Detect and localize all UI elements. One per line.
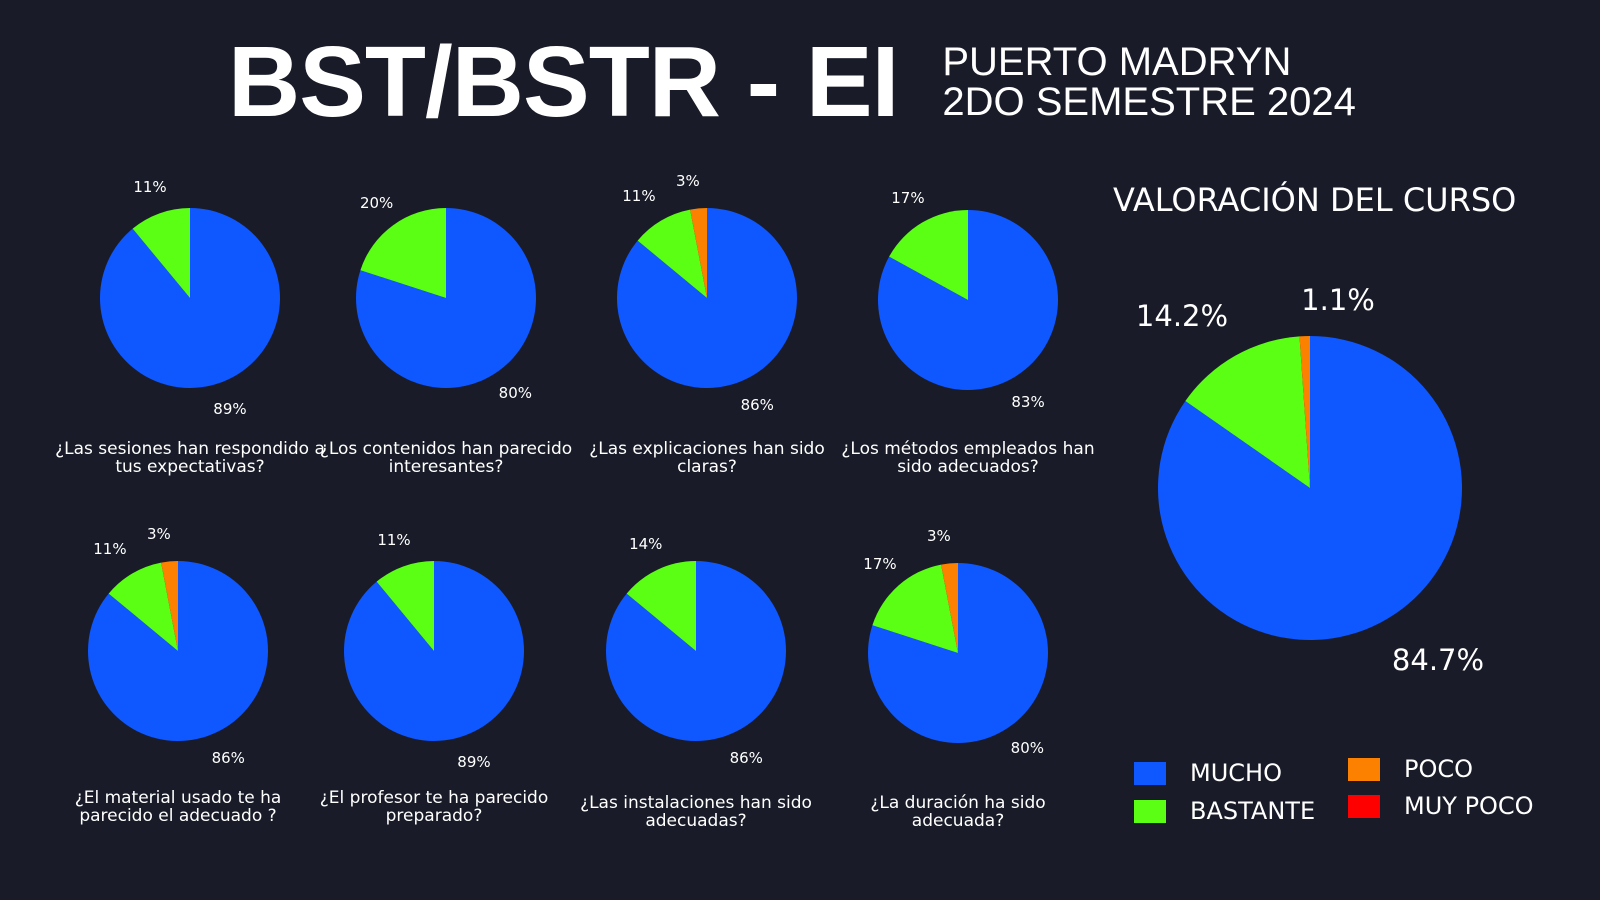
subtitle-location: PUERTO MADRYN bbox=[942, 40, 1292, 84]
question-label-8: ¿La duración ha sido adecuada? bbox=[870, 793, 1046, 831]
pie-chart-5 bbox=[88, 561, 268, 741]
pie-chart-6 bbox=[344, 561, 524, 741]
legend-item-poco: POCO bbox=[1348, 755, 1473, 783]
legend-swatch-mucho bbox=[1134, 761, 1166, 785]
pie-chart-1 bbox=[100, 208, 281, 388]
question-label-5: ¿El material usado te ha parecido el ade… bbox=[74, 788, 282, 826]
data-label-bastante: 11% bbox=[622, 187, 656, 206]
overall-pie-chart bbox=[1158, 336, 1462, 640]
data-label-mucho: 80% bbox=[1010, 739, 1045, 758]
legend-label-muy-poco: MUY POCO bbox=[1404, 792, 1534, 820]
legend-label-poco: POCO bbox=[1404, 755, 1474, 783]
legend-label-mucho: MUCHO bbox=[1190, 759, 1282, 787]
data-label-poco: 3% bbox=[146, 524, 171, 543]
header: BST/BSTR - EI PUERTO MADRYN 2DO SEMESTRE… bbox=[228, 22, 1356, 142]
pie-slice-bastante bbox=[360, 208, 446, 298]
pie-slice-bastante bbox=[132, 208, 190, 298]
pie-slice-poco bbox=[941, 563, 958, 653]
data-label-bastante: 17% bbox=[891, 189, 925, 208]
data-label-mucho: 80% bbox=[498, 384, 533, 403]
question-label-3: ¿Las explicaciones han sido claras? bbox=[589, 439, 825, 477]
data-label-bastante: 11% bbox=[133, 177, 167, 196]
data-label-bastante: 14% bbox=[629, 535, 663, 554]
pie-slice-bastante bbox=[889, 210, 968, 300]
pie-slice-bastante bbox=[108, 562, 178, 651]
data-label-bastante: 14.2% bbox=[1135, 299, 1229, 333]
subtitle-period: 2DO SEMESTRE 2024 bbox=[942, 80, 1356, 124]
data-label-bastante: 17% bbox=[863, 555, 897, 574]
question-label-4: ¿Los métodos empleados han sido adecuado… bbox=[841, 439, 1095, 477]
pie-slice-bastante bbox=[1185, 336, 1310, 488]
pie-chart-7 bbox=[606, 561, 786, 741]
data-label-poco: 3% bbox=[926, 526, 951, 545]
page-title: BST/BSTR - EI bbox=[228, 26, 899, 138]
pie-slice-poco bbox=[690, 208, 707, 298]
pie-slice-bastante bbox=[637, 209, 707, 298]
data-label-poco: 1.1% bbox=[1301, 283, 1375, 317]
pie-chart-8 bbox=[868, 563, 1048, 743]
pie-slice-poco bbox=[1299, 336, 1310, 488]
data-label-mucho: 89% bbox=[457, 753, 491, 772]
data-label-mucho: 86% bbox=[740, 395, 774, 414]
pie-chart-4 bbox=[878, 210, 1058, 390]
data-label-bastante: 11% bbox=[93, 540, 127, 559]
legend-swatch-bastante bbox=[1134, 799, 1166, 823]
legend-label-bastante: BASTANTE bbox=[1190, 797, 1316, 825]
pie-slice-bastante bbox=[872, 564, 958, 653]
page-subtitle: PUERTO MADRYN 2DO SEMESTRE 2024 bbox=[942, 42, 1356, 122]
legend-item-mucho: MUCHO bbox=[1134, 759, 1282, 787]
pie-slice-bastante bbox=[626, 561, 696, 651]
pie-chart-3 bbox=[617, 208, 797, 388]
overall-chart-title: VALORACIÓN DEL CURSO bbox=[1113, 181, 1517, 219]
data-label-bastante: 20% bbox=[359, 193, 394, 212]
data-label-mucho: 86% bbox=[729, 748, 763, 767]
data-label-mucho: 89% bbox=[213, 400, 247, 419]
pie-slice-poco bbox=[161, 561, 178, 651]
data-label-bastante: 11% bbox=[377, 530, 411, 549]
data-label-mucho: 83% bbox=[1011, 392, 1045, 411]
pie-slice-bastante bbox=[376, 561, 434, 651]
question-label-1: ¿Las sesiones han respondido a tus expec… bbox=[55, 439, 325, 477]
legend-swatch-muy-poco bbox=[1348, 794, 1380, 818]
question-label-2: ¿Los contenidos han parecido interesante… bbox=[319, 439, 573, 477]
legend-swatch-poco bbox=[1348, 757, 1380, 781]
legend-item-bastante: BASTANTE bbox=[1134, 797, 1315, 825]
data-label-mucho: 86% bbox=[211, 748, 245, 767]
pie-slice-mucho bbox=[100, 208, 281, 388]
pie-chart-2 bbox=[356, 208, 536, 388]
data-label-poco: 3% bbox=[675, 171, 700, 190]
question-label-7: ¿Las instalaciones han sido adecuadas? bbox=[580, 793, 812, 831]
data-label-mucho: 84.7% bbox=[1391, 643, 1485, 677]
legend-item-muy-poco: MUY POCO bbox=[1348, 792, 1534, 820]
question-label-6: ¿El profesor te ha parecido preparado? bbox=[319, 788, 549, 826]
